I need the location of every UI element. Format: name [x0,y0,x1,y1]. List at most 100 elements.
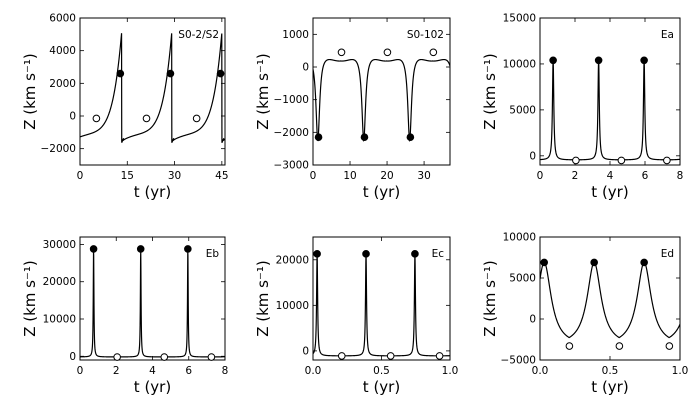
x-tick-label: 2 [572,170,579,182]
marker-filled [640,56,648,65]
marker-open [429,48,438,57]
y-tick-label: 15000 [503,13,536,25]
marker-open [435,352,444,360]
marker-filled [590,258,598,267]
y-tick-label: 0 [302,62,309,74]
y-axis-label: Z (km s⁻¹) [21,260,39,337]
y-tick-label: 10000 [503,232,536,244]
marker-filled [314,133,323,142]
y-tick-label: 20000 [43,276,76,288]
x-tick-label: 8 [222,365,229,377]
marker-open [383,48,392,57]
marker-filled [640,258,648,267]
panel-label: S0-102 [407,29,444,41]
marker-open [207,353,216,361]
x-tick-label: 15 [121,170,134,182]
y-tick-label: 0 [529,314,536,326]
panel-ed: 0.0 0.5 1.0 −5000 0 5000 10000 Ed t (yr) Z (km s⁻… [481,232,688,397]
x-tick-label: 0 [77,170,84,182]
plot-frame [312,17,451,166]
marker-filled [411,250,419,258]
y-tick-label: 0 [302,345,309,357]
x-tick-label: 1.0 [442,365,459,377]
x-tick-label: 2 [113,365,120,377]
series-line [540,261,680,339]
marker-filled [406,133,415,142]
x-tick-label: 30 [417,170,430,182]
marker-filled [216,69,225,78]
y-tick-label: 10000 [43,314,76,326]
marker-filled [360,133,369,142]
y-axis-label: Z (km s⁻¹) [481,53,499,130]
marker-filled [540,258,549,267]
x-axis-label: t (yr) [363,378,400,396]
panel-label: S0-2/S2 [178,29,219,41]
y-tick-label: 2000 [49,78,76,90]
y-tick-label: −5000 [500,355,536,367]
x-axis-label: t (yr) [134,378,171,396]
y-axis-label: Z (km s⁻¹) [254,260,272,337]
marker-open [192,114,201,123]
y-tick-label: 6000 [49,13,76,25]
y-tick-label: 30000 [43,239,76,251]
marker-open [615,342,624,350]
panel-s0-2-s2: 0 15 30 45 −2000 0 2000 4000 6000 S0-2/S2 t (yr) Z … [21,13,229,202]
series-line [313,58,450,143]
x-tick-label: 30 [168,170,181,182]
panel-eb: 0 2 4 6 8 0 10000 20000 30000 Eb t (yr) Z (km s⁻¹) [21,236,229,396]
x-tick-label: 20 [380,170,393,182]
x-tick-label: 6 [185,365,192,377]
marker-open [565,342,574,350]
plot-frame [539,17,681,166]
x-tick-label: 45 [215,170,228,182]
marker-filled [362,250,370,258]
y-tick-label: −2000 [40,143,76,155]
marker-open [160,353,169,361]
panel-ea: 0 2 4 6 8 0 5000 10000 15000 Ea t (yr) Z (km s⁻¹) [481,13,683,202]
x-tick-label: 4 [149,365,156,377]
panel-s0-102: 0 10 20 30 −3000 −2000 −1000 0 1000 S0-102 t (yr) Z… [254,17,451,201]
x-tick-label: 8 [677,170,684,182]
marker-open [142,114,151,123]
x-tick-label: 6 [642,170,649,182]
marker-filled [549,56,557,65]
y-tick-label: −2000 [273,127,309,139]
y-tick-label: 0 [529,150,536,162]
marker-open [337,352,346,360]
marker-filled [594,56,603,65]
marker-open [92,114,101,123]
y-axis-label: Z (km s⁻¹) [481,260,499,337]
x-tick-label: 0.5 [602,365,619,377]
plot-frame [539,236,681,361]
x-tick-label: 0 [537,170,544,182]
x-tick-label: 0 [77,365,84,377]
y-tick-label: 0 [69,351,76,363]
marker-open [386,352,395,360]
x-axis-label: t (yr) [591,183,628,201]
marker-open [337,48,346,57]
y-tick-label: 10000 [503,58,536,70]
y-tick-label: 1000 [282,29,309,41]
series-line [540,59,680,161]
x-axis-label: t (yr) [591,378,628,396]
marker-open [572,156,580,165]
marker-filled [184,245,192,253]
x-tick-label: 1.0 [672,365,689,377]
panel-label: Ec [432,248,445,260]
series-line [313,253,450,357]
marker-open [113,353,121,361]
marker-filled [166,69,175,78]
series-line [80,249,225,358]
y-tick-label: −3000 [273,160,309,172]
y-tick-label: 5000 [509,104,536,116]
y-axis-label: Z (km s⁻¹) [254,53,272,130]
panel-label: Eb [206,248,220,260]
plot-frame [79,17,226,166]
series-line [80,33,225,143]
marker-open [617,156,626,165]
x-axis-label: t (yr) [134,183,171,201]
y-tick-label: 0 [69,111,76,123]
plot-frame [79,236,226,361]
y-tick-label: 20000 [276,254,309,266]
